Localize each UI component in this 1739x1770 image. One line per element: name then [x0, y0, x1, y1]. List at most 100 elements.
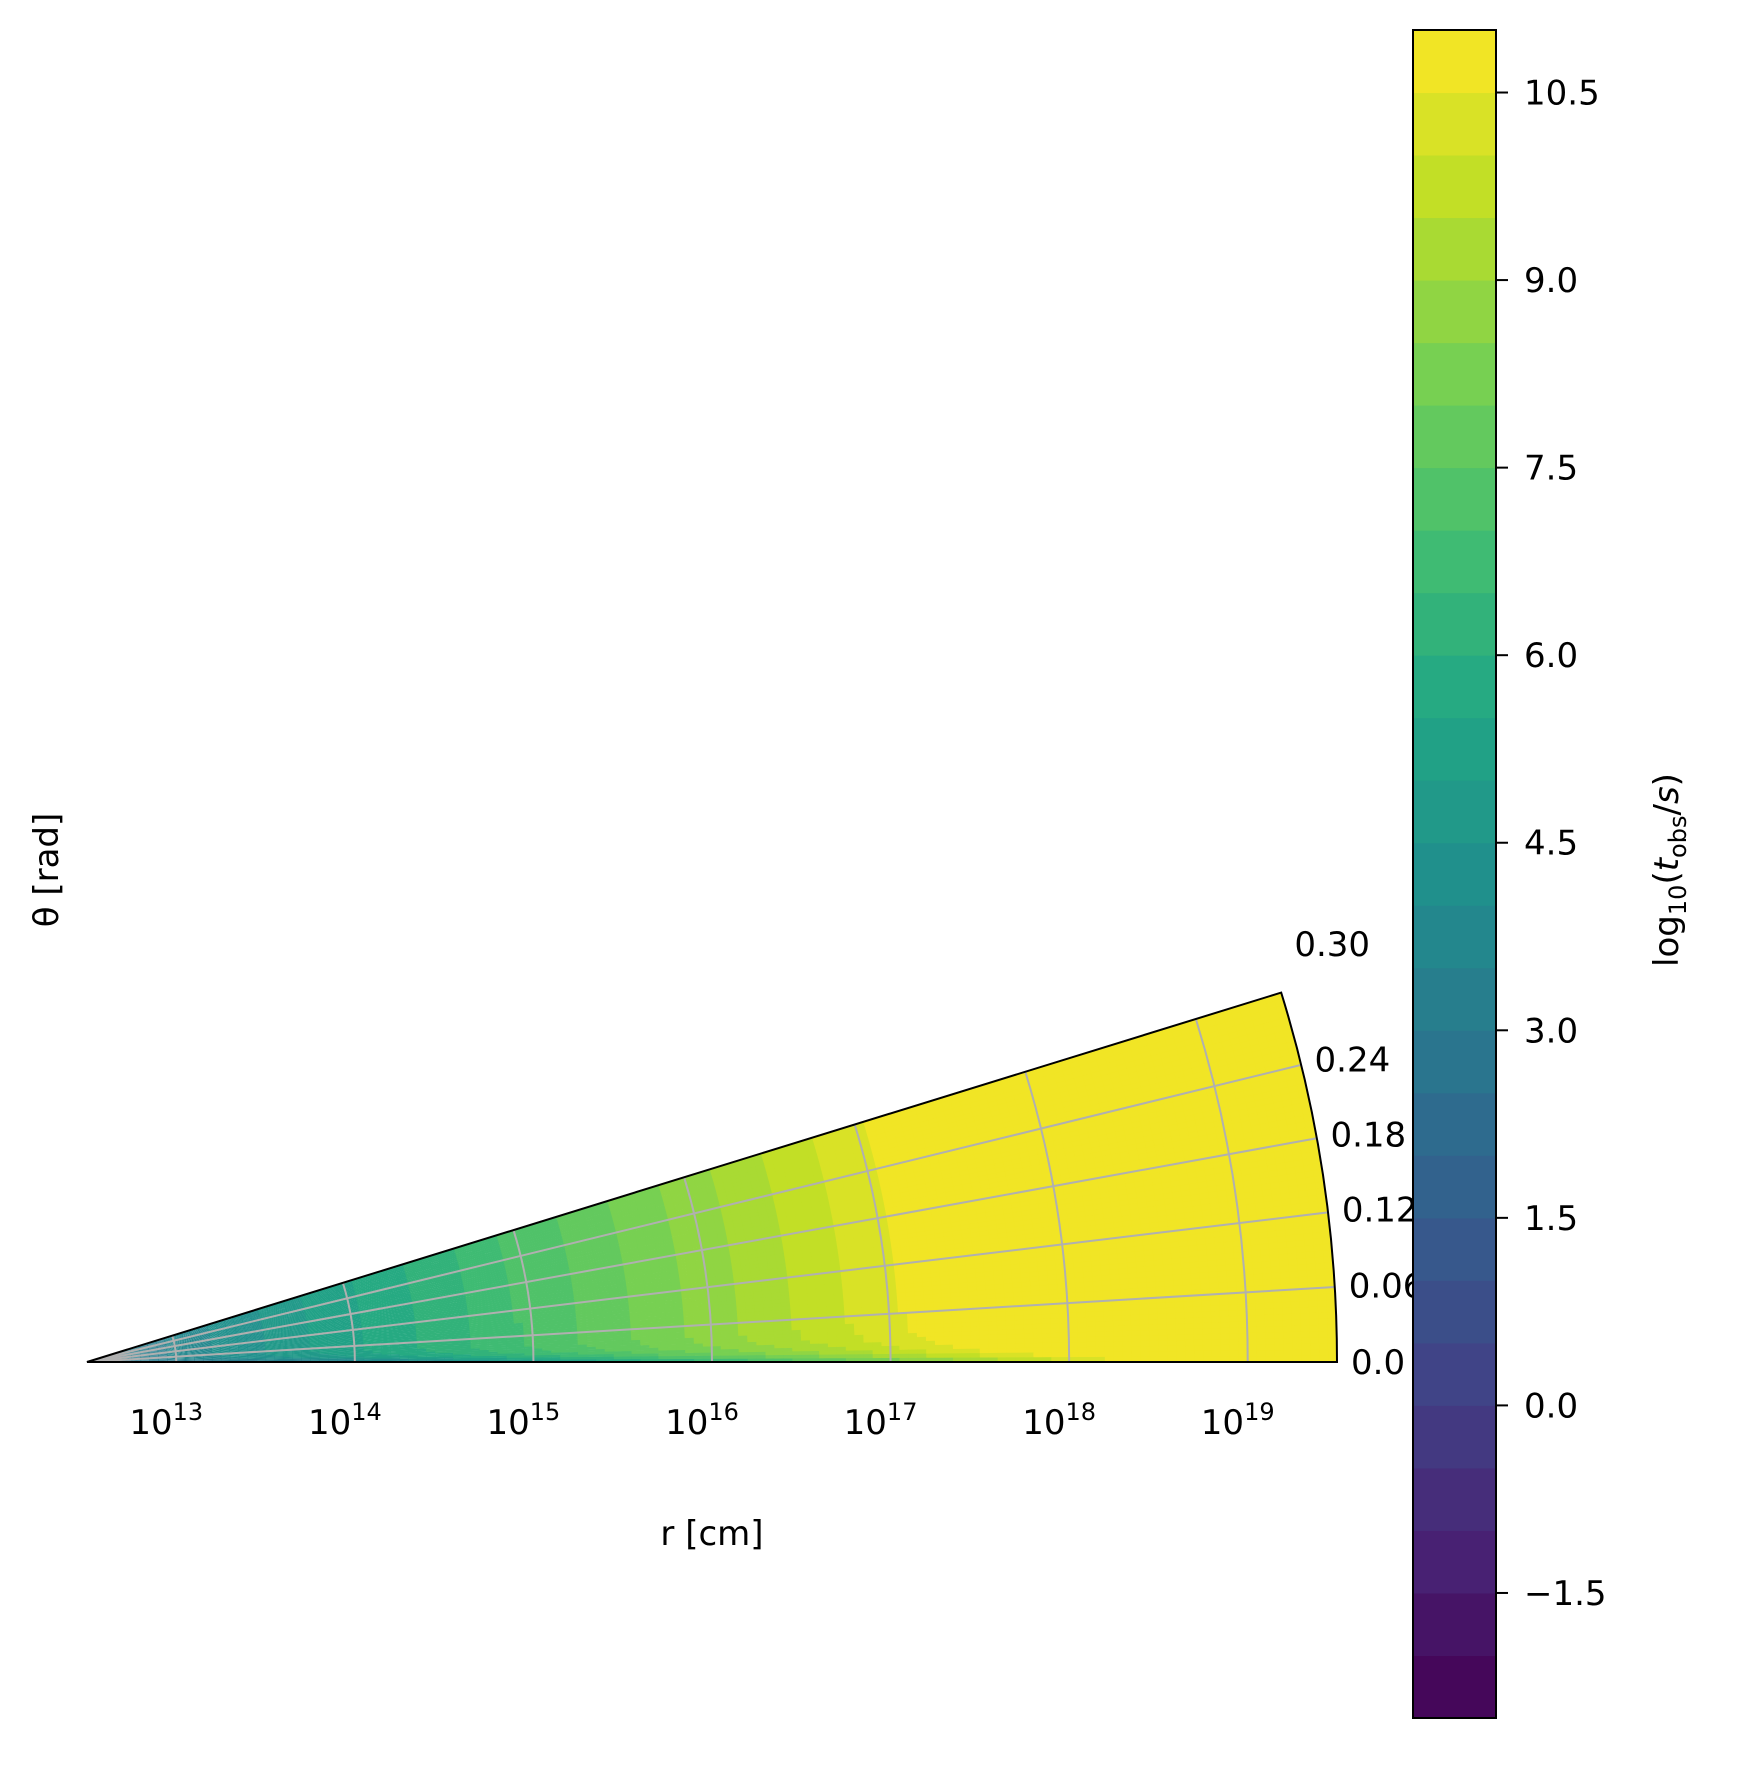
contour-cell [229, 1350, 240, 1353]
contour-cell [202, 1349, 213, 1351]
contour-cell [232, 1316, 243, 1321]
contour-cell [578, 1354, 588, 1358]
contour-cell [246, 1338, 256, 1341]
contour-cell [155, 1340, 166, 1344]
contour-cell [200, 1335, 210, 1339]
contour-cell [738, 1354, 749, 1359]
contour-cell [676, 1349, 686, 1354]
contour-cell [191, 1335, 201, 1339]
contour-cell [229, 1359, 240, 1361]
contour-cell [227, 1332, 237, 1336]
contour-cell [166, 1352, 177, 1354]
contour-cell [229, 1345, 239, 1348]
contour-cell [198, 1328, 209, 1332]
contour-cell [604, 1353, 615, 1357]
contour-cell [193, 1349, 204, 1351]
contour-cell [243, 1323, 254, 1327]
contour-cell [252, 1321, 262, 1325]
contour-cell [131, 1356, 141, 1358]
contour-cell [253, 1326, 263, 1330]
contour-cell [129, 1347, 140, 1351]
contour-cell [256, 1346, 266, 1349]
contour-cell [149, 1360, 160, 1362]
contour-cell [184, 1353, 195, 1355]
contour-cell [256, 1352, 266, 1354]
contour-cell [165, 1343, 176, 1346]
contour-cell [139, 1348, 149, 1352]
contour-cell [470, 1357, 481, 1361]
contour-cell [175, 1351, 186, 1353]
contour-cell [210, 1343, 221, 1346]
contour-cell [156, 1345, 167, 1348]
contour-cell [720, 1355, 731, 1359]
contour-cell [174, 1345, 185, 1348]
contour-cell [235, 1328, 245, 1332]
contour-cell [148, 1350, 159, 1353]
contour-cell [658, 1352, 668, 1357]
contour-cell [488, 1357, 499, 1360]
contour-cell [211, 1351, 222, 1353]
contour-cell [193, 1350, 204, 1353]
contour-cell [215, 1322, 226, 1327]
contour-cell [238, 1353, 249, 1356]
contour-cell [444, 1358, 454, 1361]
contour-cell [175, 1353, 186, 1355]
contour-cell [211, 1349, 221, 1351]
contour-cell [158, 1358, 168, 1360]
contour-cell [228, 1345, 239, 1348]
contour-cell [211, 1356, 222, 1358]
contour-cell [199, 1330, 209, 1334]
contour-cell [251, 1320, 262, 1324]
contour-cell [200, 1334, 210, 1338]
contour-cell [121, 1349, 131, 1353]
contour-cell [220, 1355, 231, 1357]
contour-cell [229, 1355, 240, 1357]
contour-cell [122, 1360, 133, 1361]
contour-cell [211, 1349, 222, 1352]
contour-cell [156, 1344, 167, 1348]
contour-cell [190, 1330, 200, 1334]
contour-cell [242, 1317, 252, 1321]
contour-cell [201, 1344, 212, 1347]
contour-cell [147, 1345, 158, 1349]
contour-cell [756, 1354, 767, 1359]
contour-cell [219, 1339, 229, 1342]
contour-cell [199, 1329, 209, 1333]
contour-cell [191, 1337, 202, 1340]
contour-cell [208, 1331, 219, 1335]
contour-cell [206, 1323, 217, 1327]
contour-cell [140, 1359, 151, 1361]
contour-cell [158, 1353, 168, 1356]
contour-cell [224, 1320, 234, 1324]
contour-cell [256, 1352, 266, 1355]
contour-cell [232, 1317, 243, 1321]
contour-cell [694, 1355, 704, 1359]
contour-cell [245, 1334, 256, 1338]
contour-cell [202, 1355, 213, 1357]
contour-cell [167, 1358, 177, 1360]
contour-cell [131, 1353, 141, 1356]
contour-cell [233, 1319, 243, 1323]
contour-cell [185, 1358, 195, 1360]
contour-cell [765, 1351, 776, 1356]
contour-cell [228, 1340, 238, 1343]
contour-cell [220, 1359, 231, 1360]
contour-cell [210, 1339, 220, 1343]
contour-cell [226, 1327, 236, 1331]
contour-cell [202, 1351, 213, 1354]
contour-cell [206, 1324, 217, 1328]
contour-cell [165, 1342, 175, 1346]
contour-cell [667, 1349, 677, 1354]
contour-cell [255, 1338, 265, 1341]
contour-cell [238, 1348, 248, 1350]
contour-cell [121, 1352, 132, 1355]
contour-cell [497, 1357, 508, 1360]
contour-cell [720, 1351, 731, 1356]
contour-cell [243, 1324, 254, 1328]
contour-cell [147, 1343, 157, 1347]
contour-cell [210, 1343, 221, 1346]
contour-cell [157, 1350, 168, 1353]
contour-cell [256, 1359, 267, 1361]
contour-cell [241, 1315, 252, 1320]
contour-cell [174, 1341, 184, 1344]
